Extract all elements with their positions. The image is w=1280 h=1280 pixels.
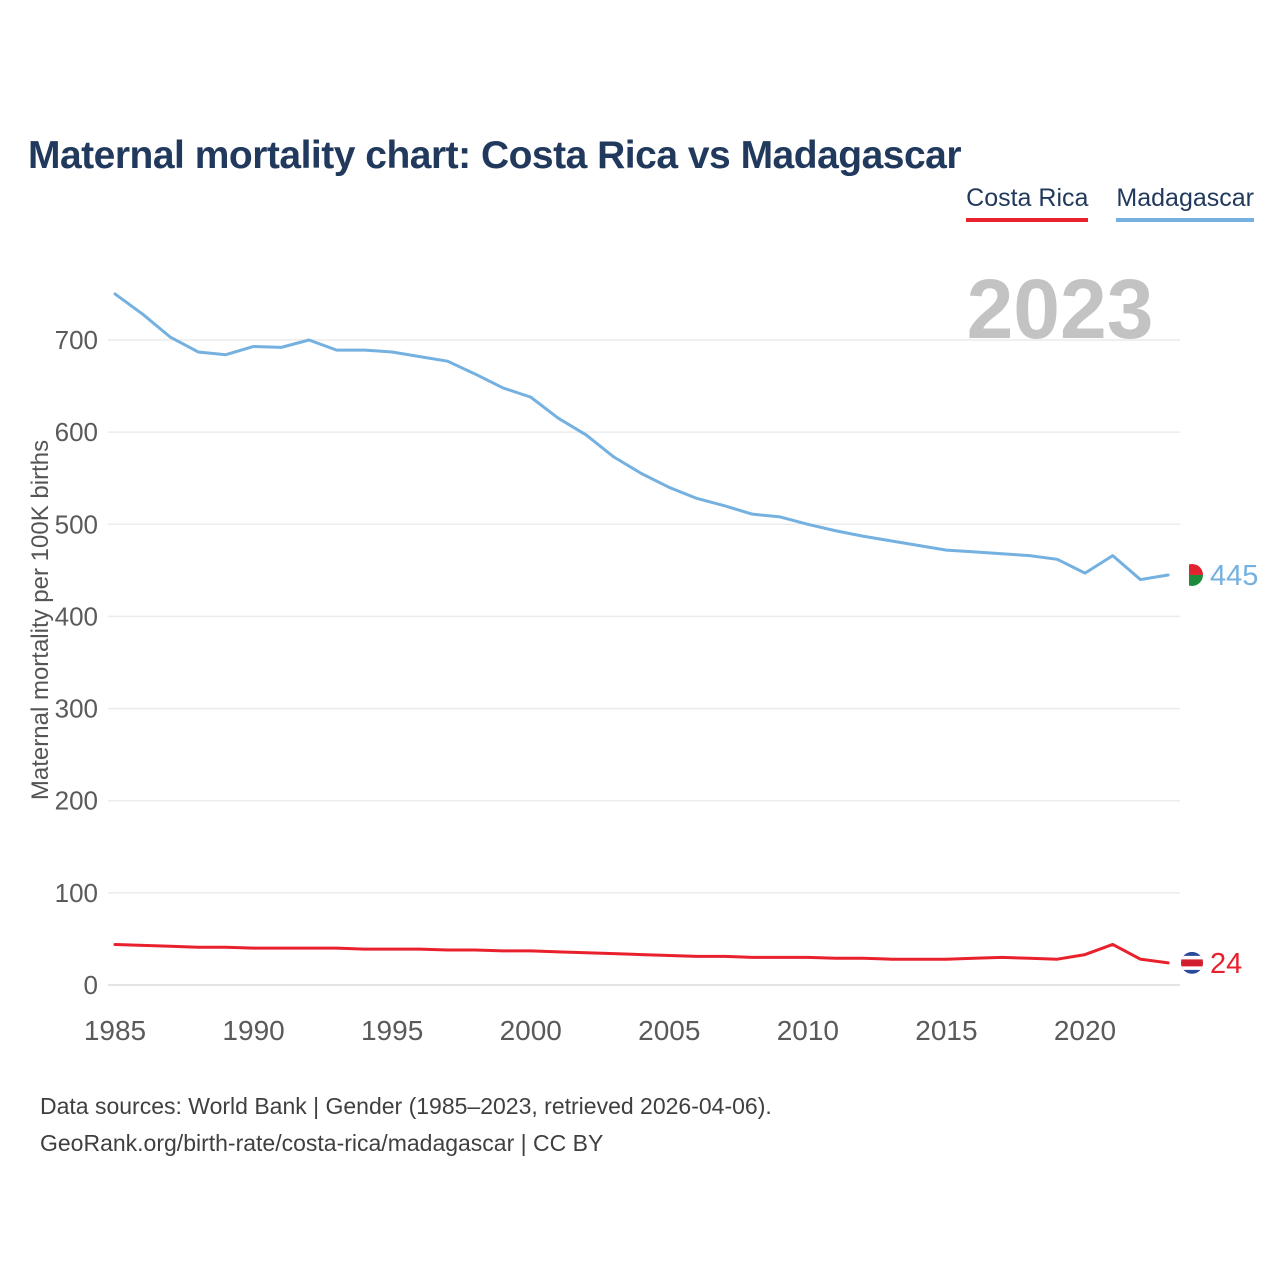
y-axis-label: Maternal mortality per 100K births — [27, 440, 54, 800]
y-tick-0: 0 — [84, 970, 98, 1000]
x-tick-2010: 2010 — [777, 1015, 839, 1046]
costa-rica-line — [113, 942, 1170, 965]
madagascar-line — [113, 292, 1170, 582]
x-tick-2015: 2015 — [915, 1015, 977, 1046]
x-tick-2000: 2000 — [500, 1015, 562, 1046]
x-tick-1985: 1985 — [84, 1015, 146, 1046]
legend-label-costa-rica: Costa Rica — [966, 184, 1089, 212]
costa-rica-end-value: 24 — [1210, 948, 1242, 980]
madagascar-end-value: 445 — [1210, 560, 1258, 592]
x-tick-1995: 1995 — [361, 1015, 423, 1046]
x-tick-2005: 2005 — [638, 1015, 700, 1046]
legend-label-madagascar: Madagascar — [1116, 184, 1254, 212]
legend-item-costa-rica[interactable]: Costa Rica — [966, 184, 1089, 222]
y-tick-200: 200 — [55, 786, 98, 816]
year-watermark: 2023 — [967, 262, 1154, 356]
y-tick-500: 500 — [55, 509, 98, 539]
footer: Data sources: World Bank | Gender (1985–… — [40, 1088, 772, 1162]
madagascar-flag-icon — [1181, 563, 1203, 586]
y-tick-600: 600 — [55, 417, 98, 447]
legend-item-madagascar[interactable]: Madagascar — [1116, 184, 1254, 222]
x-tick-1990: 1990 — [222, 1015, 284, 1046]
x-tick-2020: 2020 — [1054, 1015, 1116, 1046]
y-tick-400: 400 — [55, 601, 98, 631]
attribution-line: GeoRank.org/birth-rate/costa-rica/madaga… — [40, 1130, 604, 1156]
page-title: Maternal mortality chart: Costa Rica vs … — [28, 134, 962, 178]
y-tick-300: 300 — [55, 694, 98, 724]
costa-rica-flag-icon — [1181, 951, 1203, 974]
y-tick-100: 100 — [55, 878, 98, 908]
data-sources-line: Data sources: World Bank | Gender (1985–… — [40, 1093, 772, 1119]
legend: Costa Rica Madagascar — [966, 184, 1254, 222]
y-tick-700: 700 — [55, 325, 98, 355]
